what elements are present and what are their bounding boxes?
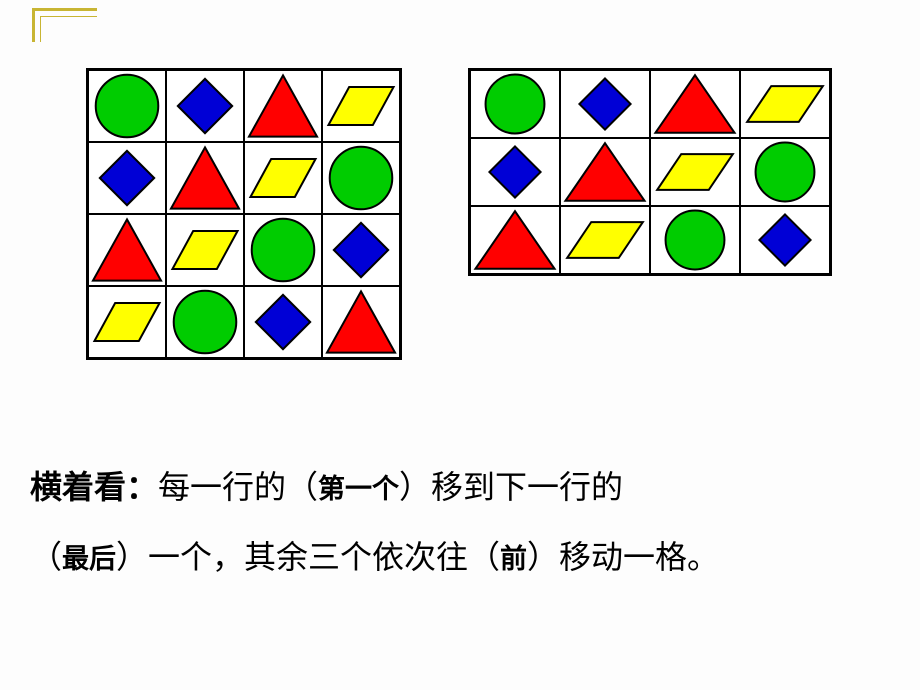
text-2b: ）一个，其余三个依次往（	[116, 539, 500, 575]
parallelogram-yellow-icon	[652, 140, 738, 204]
parallelogram-yellow-icon	[168, 216, 242, 284]
grid-cell	[560, 138, 650, 206]
grid-cell	[244, 70, 322, 142]
parallelogram-yellow-icon	[324, 72, 398, 140]
triangle-red-icon	[324, 288, 398, 356]
circle-green-icon	[742, 140, 828, 204]
grid-cell	[470, 138, 560, 206]
grid-cell	[322, 286, 400, 358]
diamond-blue-icon	[742, 208, 828, 272]
grids-container	[0, 68, 920, 356]
diamond-blue-icon	[472, 140, 558, 204]
circle-green-icon	[472, 72, 558, 136]
pattern-grid-right	[468, 68, 832, 276]
grid-cell	[322, 70, 400, 142]
diamond-blue-icon	[324, 216, 398, 284]
grid-cell	[470, 206, 560, 274]
grid-cell	[88, 286, 166, 358]
grid-cell	[740, 70, 830, 138]
circle-green-icon	[90, 72, 164, 140]
circle-green-icon	[168, 288, 242, 356]
triangle-red-icon	[168, 144, 242, 212]
answer-1: 第一个	[318, 474, 399, 504]
pattern-grid-left	[86, 68, 402, 360]
text-1b: ）移到下一行的	[399, 469, 623, 505]
diamond-blue-icon	[246, 288, 320, 356]
grid-cell	[244, 142, 322, 214]
grid-cell	[322, 142, 400, 214]
triangle-red-icon	[90, 216, 164, 284]
grid-cell	[166, 286, 244, 358]
grid-cell	[560, 70, 650, 138]
explanation-text: 横着看：每一行的（第一个）移到下一行的 （最后）一个，其余三个依次往（前）移动一…	[30, 452, 890, 593]
text-lead: 横着看：	[30, 469, 158, 505]
circle-green-icon	[652, 208, 738, 272]
grid-cell	[88, 214, 166, 286]
answer-2: 最后	[62, 544, 116, 574]
diamond-blue-icon	[168, 72, 242, 140]
grid-cell	[244, 214, 322, 286]
grid-cell	[740, 138, 830, 206]
grid-cell	[244, 286, 322, 358]
grid-cell	[650, 70, 740, 138]
grid-cell	[650, 206, 740, 274]
text-2a: （	[30, 539, 62, 575]
parallelogram-yellow-icon	[246, 144, 320, 212]
text-1a: 每一行的（	[158, 469, 318, 505]
parallelogram-yellow-icon	[90, 288, 164, 356]
grid-cell	[322, 214, 400, 286]
triangle-red-icon	[652, 72, 738, 136]
answer-3: 前	[500, 544, 527, 574]
grid-cell	[166, 214, 244, 286]
grid-cell	[650, 138, 740, 206]
parallelogram-yellow-icon	[742, 72, 828, 136]
circle-green-icon	[324, 144, 398, 212]
circle-green-icon	[246, 216, 320, 284]
text-2c: ）移动一格。	[527, 539, 719, 575]
grid-cell	[88, 70, 166, 142]
diamond-blue-icon	[90, 144, 164, 212]
triangle-red-icon	[562, 140, 648, 204]
grid-cell	[560, 206, 650, 274]
grid-cell	[470, 70, 560, 138]
parallelogram-yellow-icon	[562, 208, 648, 272]
triangle-red-icon	[246, 72, 320, 140]
grid-cell	[166, 70, 244, 142]
triangle-red-icon	[472, 208, 558, 272]
diamond-blue-icon	[562, 72, 648, 136]
grid-cell	[740, 206, 830, 274]
grid-cell	[88, 142, 166, 214]
slide-corner-frame-inner	[40, 16, 97, 42]
grid-cell	[166, 142, 244, 214]
